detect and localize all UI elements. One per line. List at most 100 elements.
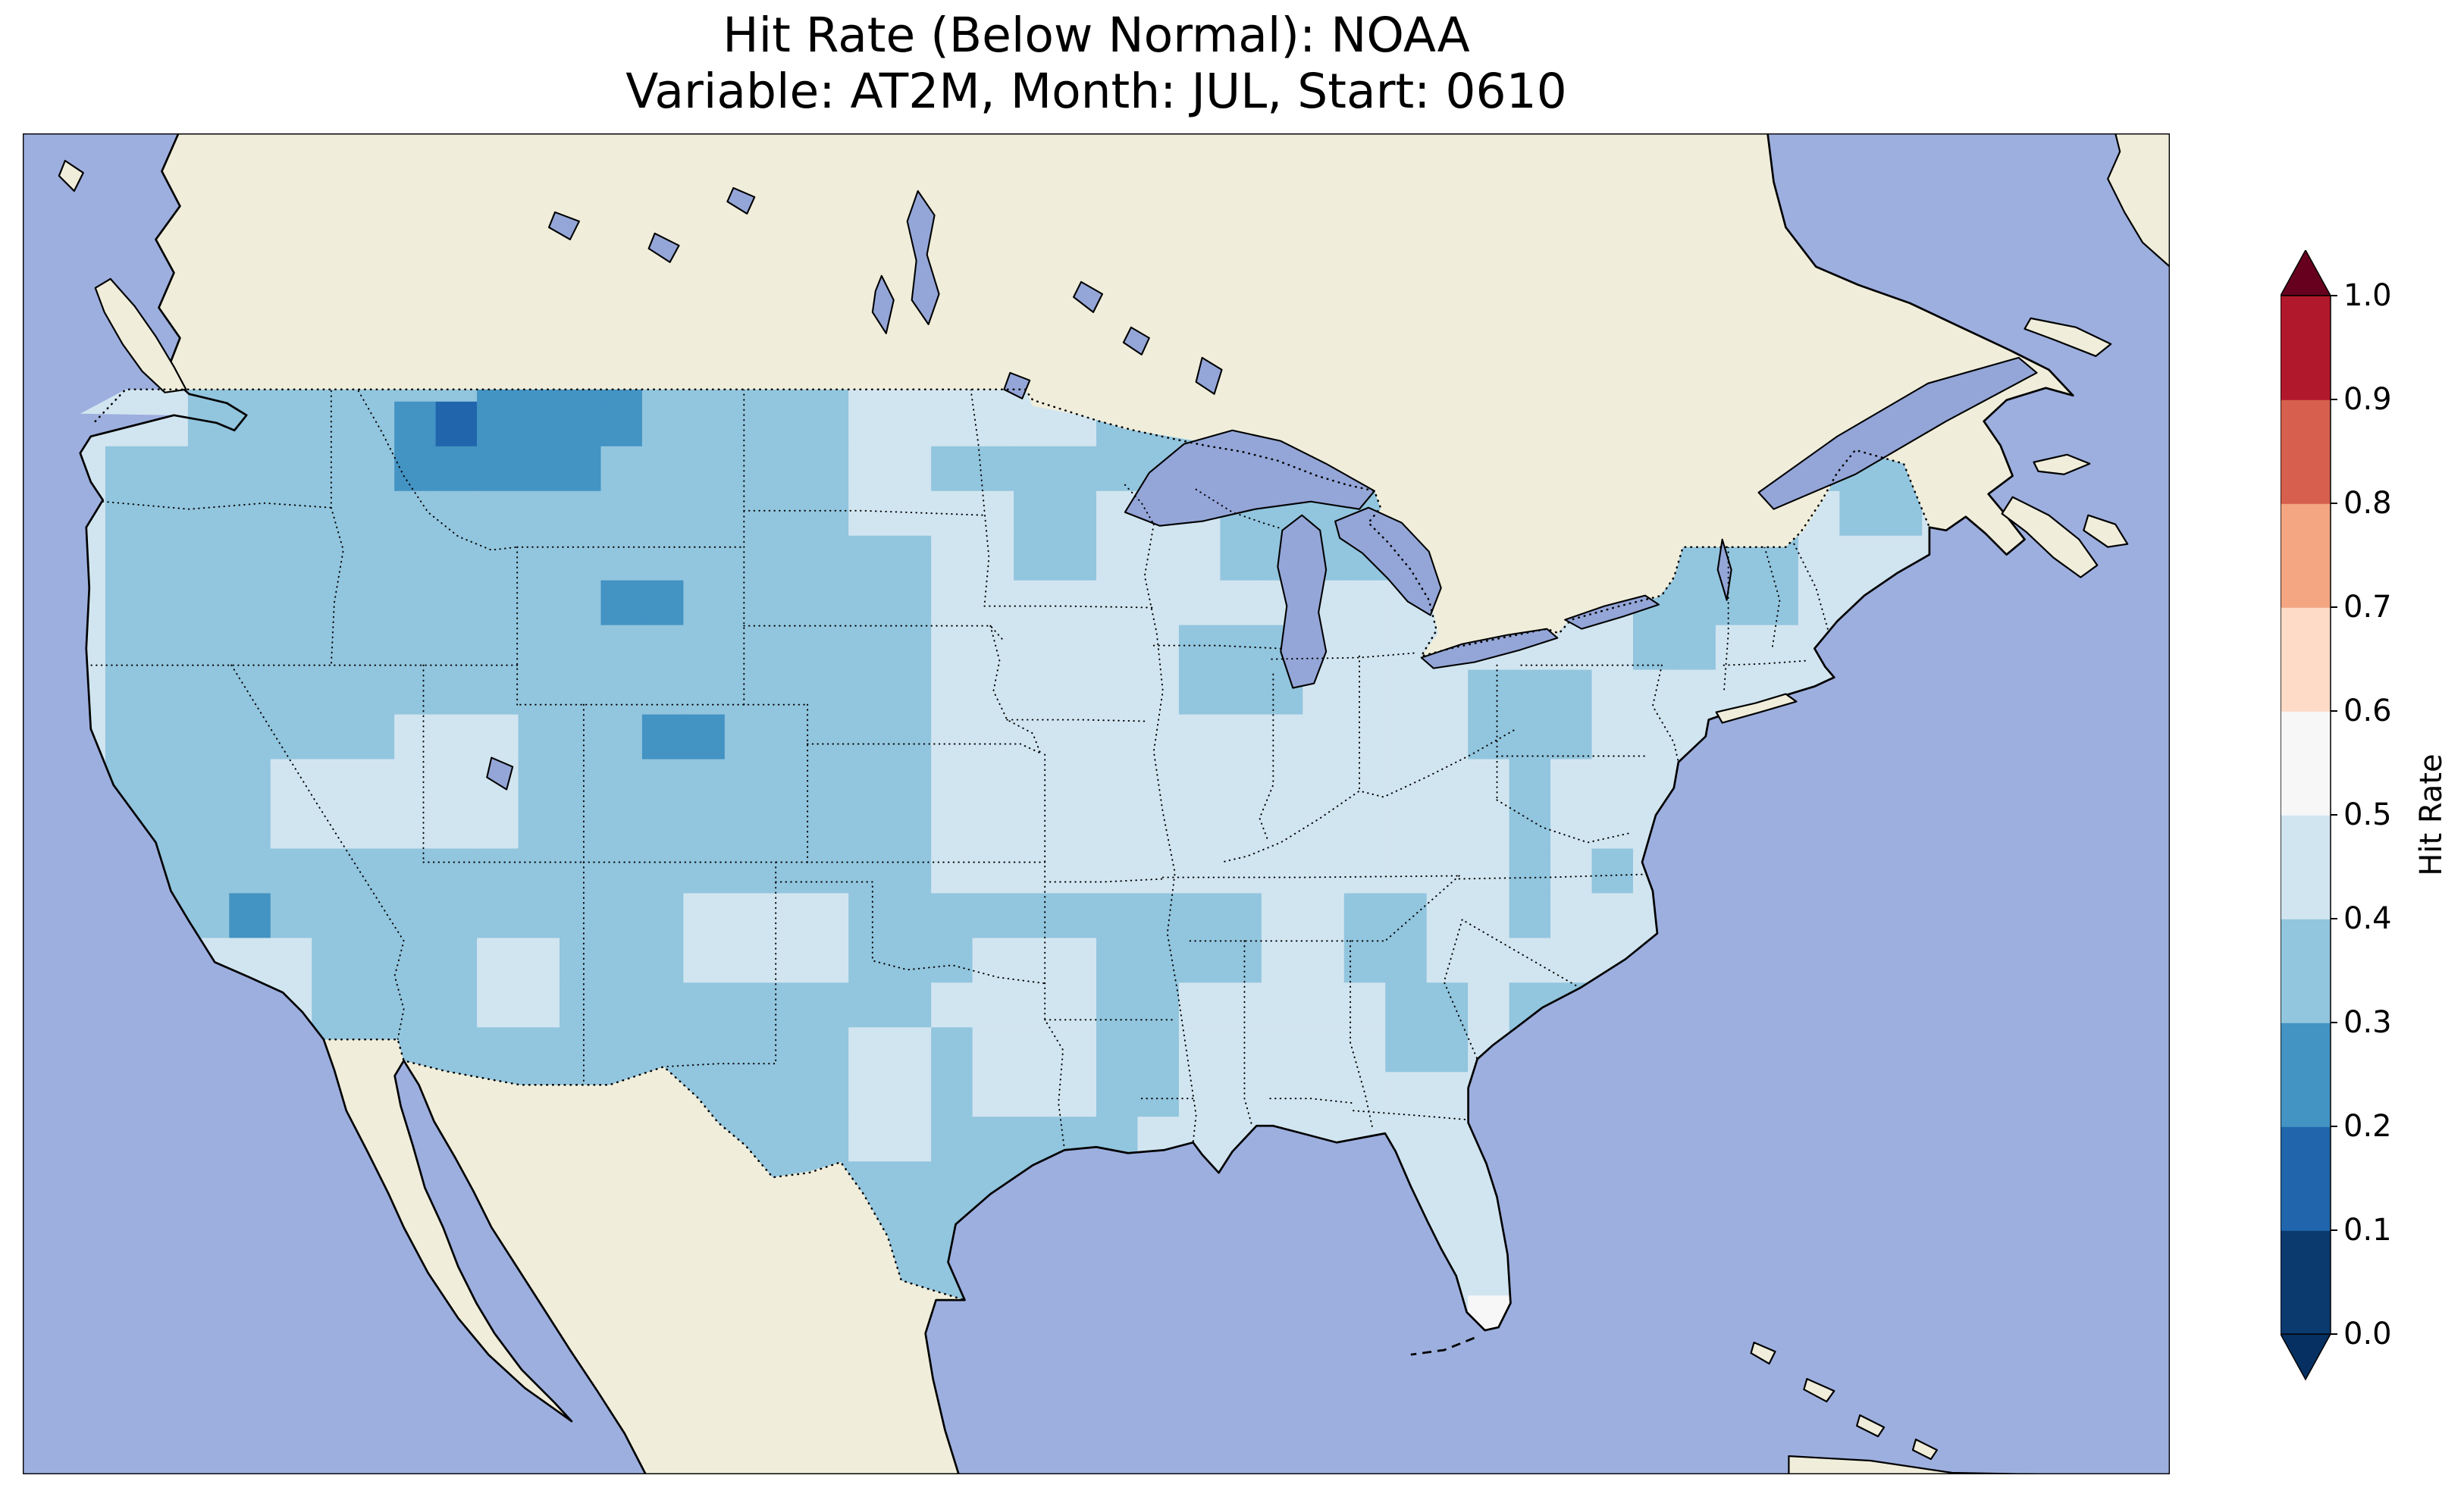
grid-cell — [560, 389, 602, 402]
grid-cell — [1220, 759, 1262, 805]
grid-cell — [560, 893, 602, 939]
bahamas — [1750, 1341, 1938, 1461]
grid-cell — [1426, 803, 1469, 850]
grid-cell — [1550, 669, 1593, 716]
grid-cell — [1220, 580, 1262, 626]
grid-cell — [270, 389, 312, 402]
grid-cell — [972, 401, 1014, 447]
grid-cell — [312, 389, 354, 402]
grid-cell — [1839, 535, 1882, 581]
colorbar-segment — [2281, 711, 2331, 816]
grid-cell — [766, 535, 808, 581]
grid-cell — [931, 1072, 973, 1117]
grid-cell — [931, 848, 973, 894]
grid-cell — [641, 803, 685, 850]
grid-cell — [1798, 580, 1841, 626]
grid-cell — [353, 982, 395, 1029]
grid-cell — [187, 535, 230, 581]
grid-cell — [394, 625, 437, 671]
grid-cell — [1178, 1072, 1221, 1117]
grid-cell — [1220, 982, 1262, 1029]
grid-cell — [1014, 893, 1056, 939]
grid-cell — [477, 803, 519, 850]
grid-cell — [1178, 535, 1221, 581]
grid-cell — [229, 490, 271, 537]
grid-cell — [972, 803, 1014, 850]
grid-cell — [1096, 580, 1139, 626]
grid-cell — [1343, 1072, 1386, 1117]
grid-cell — [1426, 982, 1469, 1029]
grid-cell — [1468, 803, 1510, 850]
grid-cell — [1178, 938, 1221, 984]
grid-cell — [807, 938, 849, 984]
grid-cell — [270, 714, 312, 760]
grid-cell — [1096, 1027, 1139, 1073]
grid-cell — [600, 401, 643, 447]
grid-cell — [931, 714, 973, 760]
grid-cell — [518, 759, 560, 805]
grid-cell — [1674, 580, 1716, 626]
grid-cell — [641, 1027, 685, 1073]
grid-cell — [931, 893, 973, 939]
grid-cell — [1303, 893, 1345, 939]
grid-cell — [1468, 669, 1510, 716]
grid-cell — [270, 625, 312, 671]
grid-cell — [312, 535, 354, 581]
grid-cell — [972, 714, 1014, 760]
grid-cell — [435, 535, 478, 581]
grid-cell — [518, 1027, 560, 1073]
grid-cell — [1055, 490, 1097, 537]
grid-cell — [766, 669, 808, 716]
grid-cell — [477, 893, 519, 939]
colorbar-segment — [2281, 1126, 2331, 1231]
grid-cell — [724, 803, 767, 850]
grid-cell — [560, 803, 602, 850]
grid-cell — [807, 490, 849, 537]
grid-cell — [1137, 1072, 1180, 1117]
grid-cell — [1343, 848, 1386, 894]
grid-cell — [229, 669, 271, 716]
grid-cell — [1137, 893, 1180, 939]
grid-cell — [270, 803, 312, 850]
grid-cell — [435, 446, 478, 492]
grid-cell — [353, 848, 395, 894]
grid-cell — [146, 535, 189, 581]
grid-cell — [1220, 535, 1262, 581]
grid-cell — [931, 938, 973, 984]
colorbar-extend-under — [2281, 1333, 2332, 1381]
grid-cell — [1303, 982, 1345, 1029]
grid-cell — [766, 490, 808, 537]
grid-cell — [146, 490, 189, 537]
grid-cell — [394, 938, 437, 984]
colorbar: 0.0 0.1 0.2 0.3 0.4 0.5 0.6 0.7 0.8 0.9 1.0 Hit Rat… — [2281, 250, 2449, 1381]
grid-cell — [1385, 625, 1428, 671]
grid-cell — [889, 714, 932, 760]
grid-cell — [1343, 803, 1386, 850]
grid-cell — [889, 389, 932, 402]
grid-cell — [683, 535, 726, 581]
grid-cell — [1839, 490, 1882, 537]
grid-cell — [1385, 714, 1428, 760]
grid-cell — [766, 848, 808, 894]
grid-cell — [889, 938, 932, 984]
grid-cell — [889, 1117, 932, 1162]
grid-cell — [600, 759, 643, 805]
grid-cell — [766, 1072, 808, 1117]
grid-cell — [1591, 848, 1634, 894]
grid-cell — [353, 803, 395, 850]
grid-cell — [1468, 893, 1510, 939]
grid-cell — [683, 669, 726, 716]
grid-cell — [889, 446, 932, 492]
grid-cell — [766, 759, 808, 805]
grid-cell — [1055, 669, 1097, 716]
grid-cell — [394, 982, 437, 1029]
grid-cell — [518, 401, 560, 447]
grid-cell — [1178, 893, 1221, 939]
colorbar-segment — [2281, 503, 2331, 608]
grid-cell — [435, 714, 478, 760]
grid-cell — [1096, 535, 1139, 581]
grid-cell — [1426, 1072, 1469, 1117]
grid-cell — [394, 535, 437, 581]
grid-cell — [1426, 759, 1469, 805]
grid-cell — [229, 803, 271, 850]
